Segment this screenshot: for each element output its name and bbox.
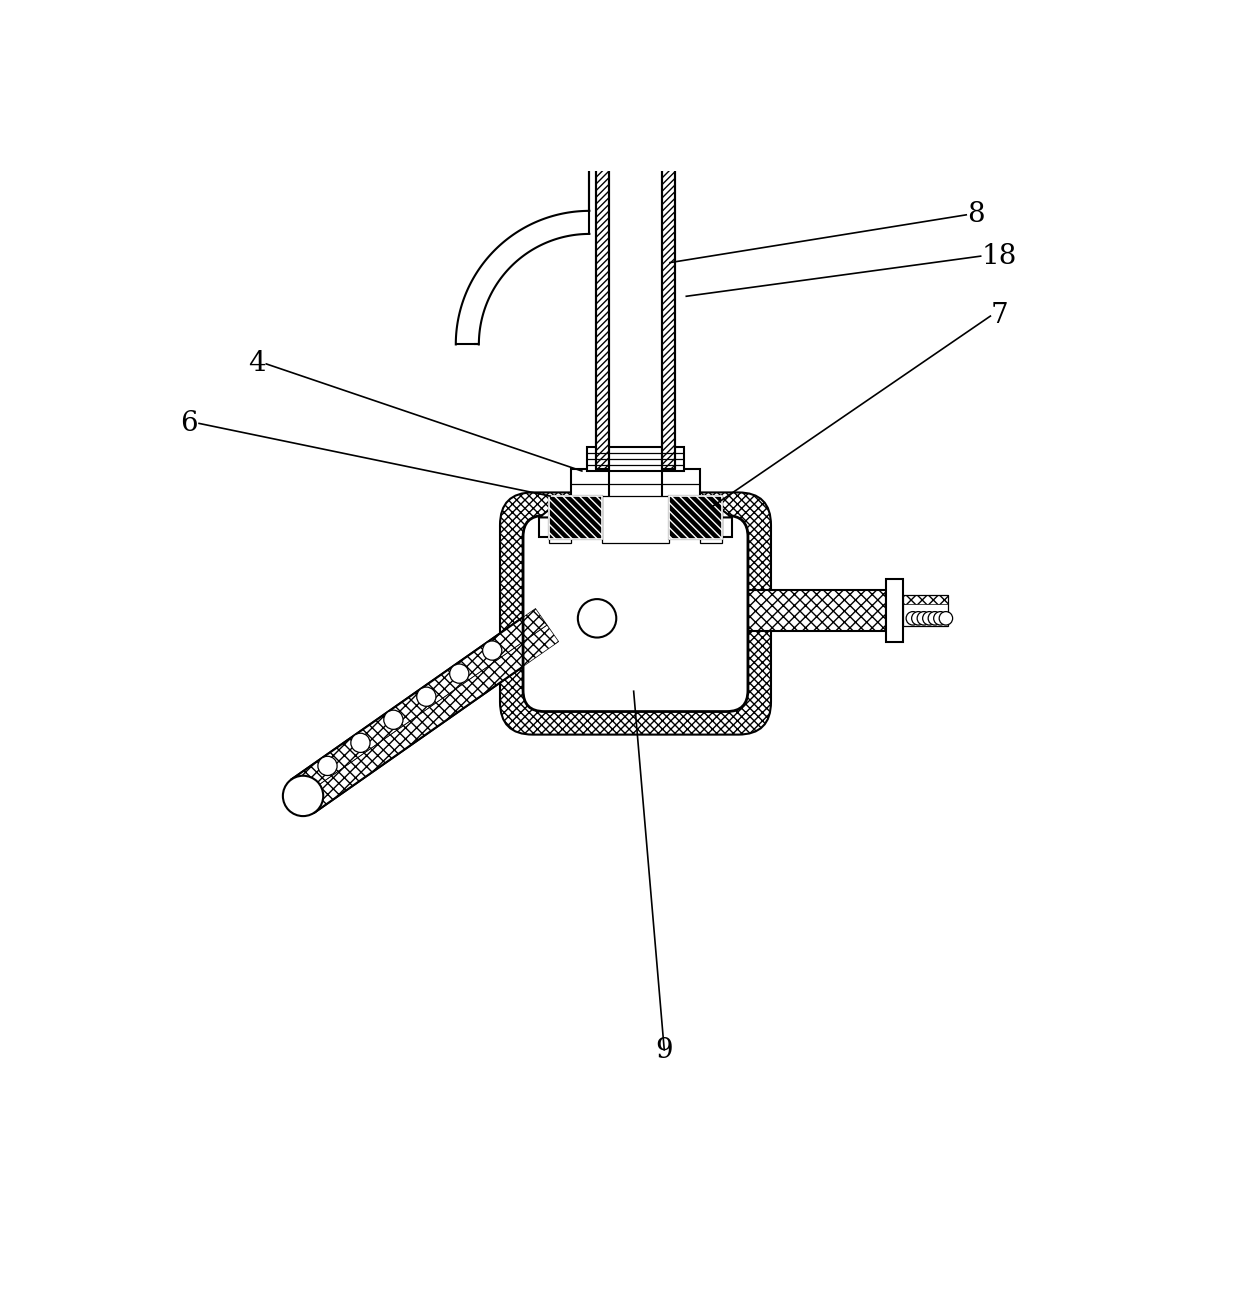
Polygon shape (291, 608, 559, 812)
Text: 9: 9 (656, 1037, 673, 1064)
Circle shape (923, 612, 936, 625)
Bar (588, 447, 683, 471)
Bar (549, 496, 572, 544)
Bar (662, 124, 675, 470)
Text: 4: 4 (248, 350, 265, 377)
Circle shape (578, 599, 616, 638)
Circle shape (939, 612, 952, 625)
Bar (572, 470, 699, 498)
Polygon shape (539, 498, 732, 518)
Text: 7: 7 (991, 302, 1009, 329)
Circle shape (929, 612, 941, 625)
Bar (539, 518, 732, 537)
Circle shape (934, 612, 947, 625)
Circle shape (482, 640, 502, 660)
Bar (885, 578, 903, 643)
Circle shape (911, 612, 925, 625)
Text: 8: 8 (967, 201, 985, 229)
Circle shape (317, 757, 337, 776)
Bar (727, 590, 885, 631)
Circle shape (918, 612, 930, 625)
Bar (670, 496, 722, 538)
Circle shape (283, 776, 324, 816)
Bar (670, 496, 722, 538)
Bar (549, 496, 601, 538)
Bar (903, 595, 947, 626)
Bar (601, 496, 670, 544)
Text: 6: 6 (181, 409, 198, 436)
Circle shape (417, 687, 436, 706)
Bar (903, 595, 947, 604)
Circle shape (450, 664, 469, 683)
Circle shape (383, 710, 403, 729)
Bar (596, 124, 609, 470)
Circle shape (906, 612, 920, 625)
Bar (727, 590, 885, 631)
Text: 18: 18 (982, 243, 1017, 270)
Bar (549, 496, 601, 538)
FancyBboxPatch shape (500, 492, 771, 735)
Polygon shape (291, 608, 559, 812)
Circle shape (351, 733, 370, 753)
FancyBboxPatch shape (523, 515, 748, 711)
Bar (699, 496, 722, 544)
